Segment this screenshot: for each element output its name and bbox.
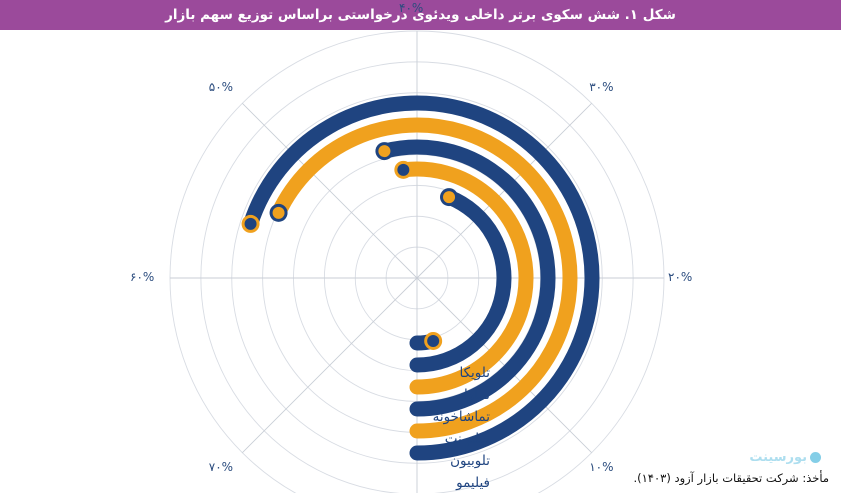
grid-spokes (170, 31, 664, 493)
grid-spoke (416, 103, 592, 279)
grid-spoke (242, 277, 418, 453)
source-note: مأخذ: شرکت تحقیقات بازار آزود (۱۴۰۳). (633, 471, 829, 485)
header-band: شکل ۱. شش سکوی برتر داخلی ویدئوی درخواست… (0, 0, 841, 30)
bar-end-marker-dot (244, 217, 257, 230)
axis-tick-60: ۶۰% (130, 270, 155, 284)
axis-tick-50: ۵۰% (208, 79, 234, 94)
radial-bar-2 (375, 139, 556, 417)
axis-tick-30: ۳۰% (589, 79, 614, 94)
radial-bar-arc (395, 161, 534, 395)
radial-bar-5 (409, 331, 443, 351)
radial-bar-arc (243, 95, 600, 461)
watermark-dot-icon (810, 452, 821, 463)
watermark-logo: بورسینت (749, 450, 821, 465)
grid-spoke (242, 103, 418, 279)
bar-end-marker-dot (427, 334, 440, 347)
radial-bar-arc (409, 189, 512, 373)
axis-tick-70: ۷۰% (208, 460, 234, 475)
bar-end-marker-dot (272, 206, 285, 219)
category-label-filmnet: فیلم نت (444, 431, 490, 447)
category-label-tamashakhoneh: تماشاخونه (432, 409, 490, 425)
radial-bar-arc (376, 139, 556, 417)
category-label-telewebion: تلوبیون (450, 453, 490, 469)
category-label-namava: نماوا (464, 387, 490, 403)
axis-tick-20: ۲۰% (668, 270, 693, 284)
radial-bar-3 (394, 160, 534, 395)
radial-bar-0 (241, 95, 600, 461)
grid-spoke (416, 277, 592, 453)
bar-end-marker-dot (397, 163, 410, 176)
bar-end-marker-dot (378, 145, 391, 158)
bar-end-marker-dot (443, 191, 456, 204)
radial-bar-1 (269, 117, 578, 439)
axis-tick-40: ۴۰% (399, 1, 424, 15)
category-label-filimo: فیلیمو (456, 475, 490, 491)
watermark-text: بورسینت (749, 450, 807, 465)
radial-bar-arc (271, 117, 578, 439)
bars-group (241, 95, 600, 461)
radial-bar-chart (169, 30, 665, 493)
category-label-telvika: تلویکا (459, 365, 490, 381)
axis-tick-10: ۱۰% (589, 460, 614, 475)
radial-bar-4 (409, 188, 512, 373)
page-title: شکل ۱. شش سکوی برتر داخلی ویدئوی درخواست… (165, 7, 676, 23)
